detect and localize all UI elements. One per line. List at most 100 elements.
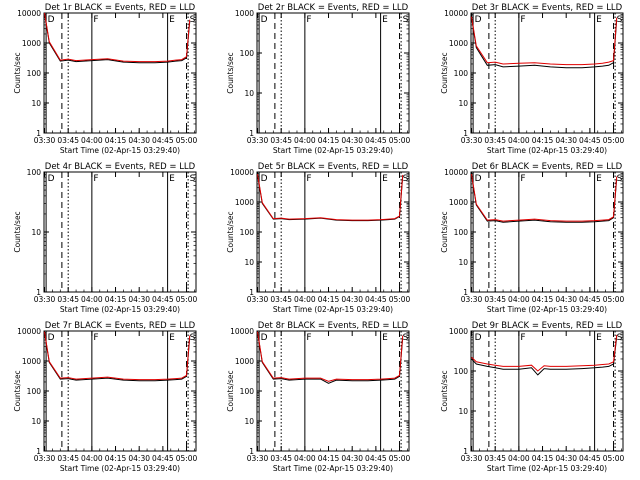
y-tick-label: 10	[244, 258, 254, 267]
x-tick-label: 04:30	[341, 454, 363, 463]
marker-label: F	[93, 174, 98, 184]
x-tick-label: 03:30	[247, 295, 269, 304]
marker-label: D	[475, 15, 482, 25]
y-tick-label: 10	[458, 407, 468, 416]
plot-frame	[43, 171, 197, 293]
x-tick-label: 04:30	[128, 454, 150, 463]
marker-label: S	[190, 333, 196, 343]
x-tick-label: 04:15	[105, 136, 127, 145]
x-tick-label: 04:45	[579, 136, 601, 145]
series-line-events	[471, 174, 618, 223]
marker-label: E	[382, 15, 388, 25]
x-axis-label: Start Time (02-Apr-15 03:29:40)	[60, 146, 180, 155]
x-axis-label: Start Time (02-Apr-15 03:29:40)	[273, 464, 393, 473]
marker-label: S	[617, 15, 623, 25]
x-tick-label: 05:00	[603, 136, 625, 145]
chart-panel-2: Det 2r BLACK = Events, RED = LLD 1 10 100 10…	[226, 3, 411, 155]
chart-panel-1: Det 1r BLACK = Events, RED = LLD 1 10 100 10…	[13, 3, 198, 155]
x-tick-label: 03:45	[484, 454, 506, 463]
y-tick-label: 100	[27, 387, 42, 396]
x-tick-label: 04:00	[508, 136, 530, 145]
x-axis-label: Start Time (02-Apr-15 03:29:40)	[487, 146, 607, 155]
chart-panel-7: Det 7r BLACK = Events, RED = LLD 1 10 100 10…	[13, 321, 198, 473]
x-tick-label: 03:45	[270, 136, 292, 145]
x-tick-label: 05:00	[389, 136, 411, 145]
y-axis-label: Counts/sec	[13, 370, 22, 411]
y-tick-label: 1000	[235, 357, 254, 366]
marker-label: F	[306, 15, 311, 25]
marker-label: S	[403, 333, 409, 343]
x-tick-label: 03:45	[270, 295, 292, 304]
plot-frame	[43, 12, 197, 134]
y-tick-label: 100	[27, 168, 42, 177]
y-tick-label: 1	[249, 129, 254, 138]
y-tick-label: 1	[249, 447, 254, 456]
x-tick-label: 04:30	[128, 136, 150, 145]
x-tick-label: 04:00	[294, 136, 316, 145]
x-axis-label: Start Time (02-Apr-15 03:29:40)	[487, 305, 607, 314]
marker-label: S	[617, 174, 623, 184]
series-line-lld	[257, 174, 404, 221]
y-tick-label: 1	[463, 447, 468, 456]
x-tick-label: 04:00	[81, 295, 103, 304]
x-tick-label: 03:30	[461, 454, 483, 463]
series-line-events	[44, 12, 191, 64]
series-line-lld	[44, 12, 191, 63]
x-tick-label: 04:15	[532, 136, 554, 145]
y-axis-label: Counts/sec	[226, 52, 235, 93]
y-tick-label: 1000	[449, 198, 468, 207]
series-line-lld	[471, 334, 618, 372]
x-tick-label: 03:30	[461, 295, 483, 304]
y-tick-label: 100	[27, 69, 42, 78]
x-tick-label: 05:00	[389, 295, 411, 304]
y-tick-label: 10	[31, 417, 41, 426]
y-tick-label: 10	[31, 99, 41, 108]
x-axis-label: Start Time (02-Apr-15 03:29:40)	[60, 464, 180, 473]
x-tick-label: 04:30	[555, 295, 577, 304]
x-tick-label: 04:30	[341, 136, 363, 145]
series-line-events	[257, 332, 404, 384]
x-tick-label: 03:30	[34, 295, 56, 304]
plot-frame	[43, 330, 197, 452]
chart-title: Det 4r BLACK = Events, RED = LLD	[45, 162, 196, 172]
marker-label: F	[93, 15, 98, 25]
chart-title: Det 8r BLACK = Events, RED = LLD	[258, 321, 409, 331]
series-line-lld	[471, 16, 618, 66]
marker-label: E	[169, 333, 175, 343]
y-tick-label: 10000	[17, 9, 41, 18]
chart-title: Det 1r BLACK = Events, RED = LLD	[45, 3, 196, 13]
marker-label: D	[48, 15, 55, 25]
marker-label: E	[382, 333, 388, 343]
y-axis-label: Counts/sec	[440, 52, 449, 93]
x-tick-label: 04:00	[294, 454, 316, 463]
marker-label: E	[169, 15, 175, 25]
marker-label: S	[403, 174, 409, 184]
y-tick-label: 10	[244, 417, 254, 426]
x-tick-label: 03:30	[34, 454, 56, 463]
y-tick-label: 1000	[235, 9, 254, 18]
x-tick-label: 04:00	[508, 295, 530, 304]
x-tick-label: 05:00	[176, 136, 198, 145]
marker-label: S	[403, 15, 409, 25]
y-tick-label: 100	[454, 367, 469, 376]
y-tick-label: 10	[244, 89, 254, 98]
x-tick-label: 03:30	[247, 454, 269, 463]
x-tick-label: 03:45	[57, 454, 79, 463]
marker-label: S	[190, 15, 196, 25]
x-tick-label: 04:45	[579, 454, 601, 463]
x-tick-label: 05:00	[603, 454, 625, 463]
marker-label: D	[48, 333, 55, 343]
x-tick-label: 04:30	[555, 454, 577, 463]
x-tick-label: 04:30	[341, 295, 363, 304]
x-tick-label: 05:00	[176, 454, 198, 463]
series-line-events	[44, 332, 191, 382]
x-tick-label: 03:30	[461, 136, 483, 145]
marker-label: F	[306, 333, 311, 343]
chart-title: Det 7r BLACK = Events, RED = LLD	[45, 321, 196, 331]
y-axis-label: Counts/sec	[440, 211, 449, 252]
marker-label: S	[617, 333, 623, 343]
x-tick-label: 04:00	[294, 295, 316, 304]
x-tick-label: 04:45	[152, 136, 174, 145]
x-tick-label: 04:45	[365, 295, 387, 304]
